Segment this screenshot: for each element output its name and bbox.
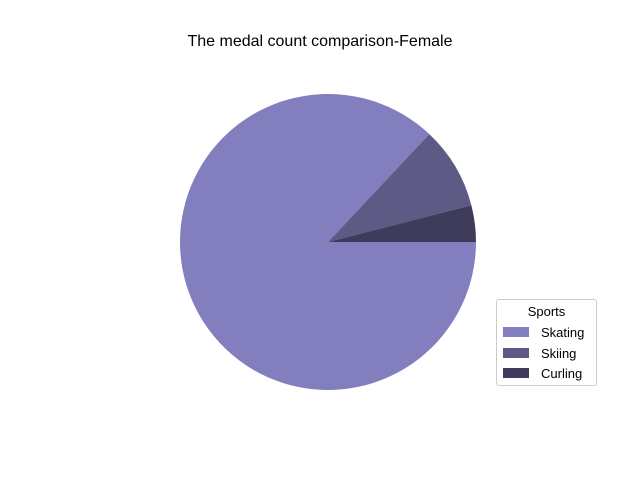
legend-label-curling: Curling [541,365,583,381]
legend-label-skiing: Skiing [541,345,577,361]
legend-swatch-curling [503,368,529,378]
legend-item-skating: Skating [503,323,584,341]
legend-swatch-skating [503,327,529,337]
pie-slice-curling [328,205,476,242]
legend-item-curling: Curling [503,364,582,382]
legend-swatch-skiing [503,348,529,358]
legend-label-skating: Skating [541,324,585,340]
legend-title: Sports [527,304,566,319]
pie-slice-skating [180,94,477,391]
legend-item-skiing: Skiing [503,344,576,362]
chart-title: The medal count comparison-Female [187,33,453,50]
legend: Sports Skating Skiing Curling [496,299,597,386]
pie-slice-skiing [328,134,472,242]
